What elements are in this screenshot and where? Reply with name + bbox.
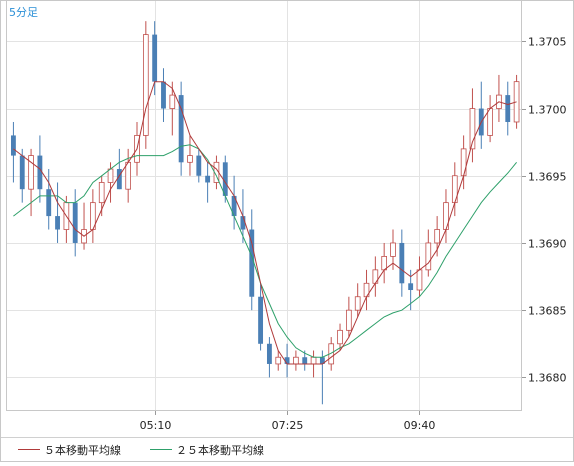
candle-body-up [275,356,282,365]
candle-body-up [125,161,131,190]
candle-body-up [460,148,467,177]
candle-body-up [28,155,34,190]
moving-averages [13,81,517,365]
candle-body-down [116,169,122,190]
y-tick-label: 1.3685 [528,305,567,318]
candle-body-up [293,356,299,365]
candle-body-down [19,155,25,190]
candle-body-up [381,256,388,271]
candle-body-down [505,95,511,122]
candle-body-down [222,162,228,196]
candle-body-down [37,155,43,190]
candle-body-down [399,242,405,284]
candle-body-up [416,269,423,291]
candle-body-down [55,216,60,230]
candle-body-down [178,95,184,163]
candle-body-down [266,343,272,364]
y-tick-label: 1.3705 [528,36,567,49]
y-tick-label: 1.3690 [528,238,567,251]
x-tick-label: 07:25 [272,419,304,432]
candle-body-down [240,216,246,230]
candle-body-up [434,229,440,244]
candle-body-up [187,155,193,163]
candle-body-down [319,357,325,364]
timeframe-label: 5分足 [9,6,38,19]
candle-body-up [469,108,476,150]
candle-body-up [98,182,105,204]
candle-body-up [354,296,361,311]
candle-body-up [310,356,317,365]
candle-body-up [390,242,396,257]
candle-body-down [258,296,264,344]
candle-body-down [161,81,166,109]
y-tick-label: 1.3680 [528,372,567,385]
candle-body-down [72,202,78,243]
y-tick-label: 1.3695 [528,171,567,184]
grid-lines [6,1,526,415]
candle-body-up [425,242,432,271]
legend-label: ５本移動平均線 [44,443,121,457]
candle-body-up [337,329,343,345]
legend: ５本移動平均線 ２５本移動平均線 [18,443,264,457]
x-tick-label: 09:40 [404,419,436,432]
candle-body-down [196,155,202,176]
ma5-line [13,81,517,365]
candle-body-down [302,357,308,364]
legend-label: ２５本移動平均線 [176,443,264,457]
candle-body-down [408,283,414,291]
x-axis-labels: 05:10 07:25 09:40 [140,419,436,432]
candle-body-down [152,34,158,82]
candle-body-down [46,189,52,217]
x-tick-label: 05:10 [140,419,172,432]
y-axis-labels: 1.3705 1.3700 1.3695 1.3690 1.3685 1.3680 [528,36,567,385]
candle-body-down [284,357,290,364]
ma25-line [13,144,517,358]
candle-body-up [346,309,352,331]
candle-body-up [142,34,149,136]
candle-body-down [249,229,255,297]
y-tick-label: 1.3700 [528,104,567,117]
candle-body-down [10,135,16,156]
candle-body-up [107,168,114,183]
candle-body-down [231,195,237,217]
candle-body-down [205,175,211,183]
candle-body-up [487,108,493,136]
candle-body-up [169,94,176,109]
